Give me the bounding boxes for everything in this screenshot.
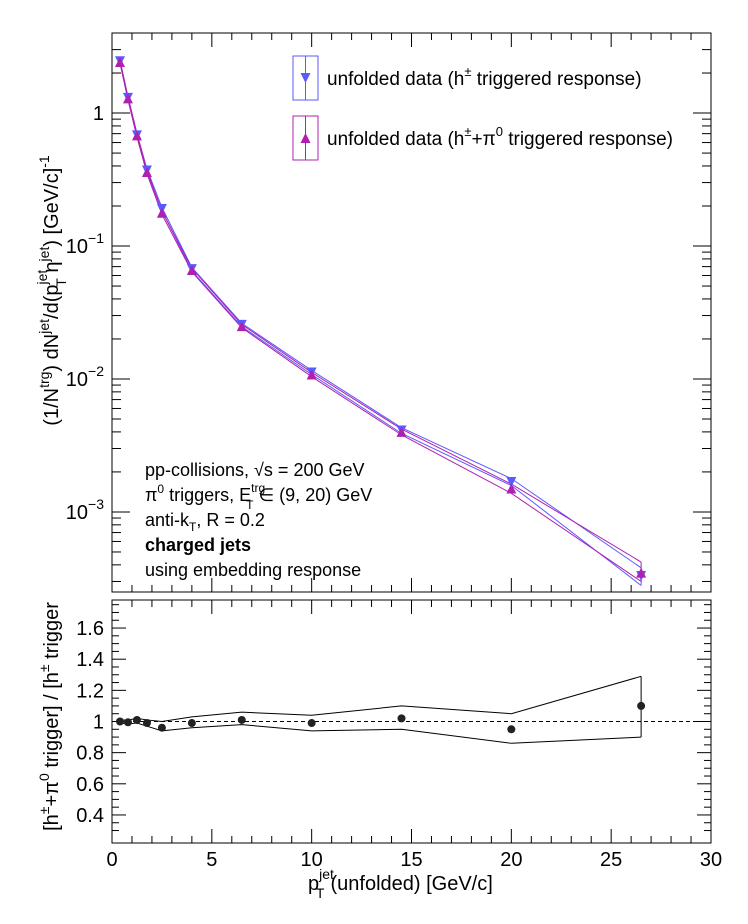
ratio-point bbox=[397, 714, 406, 723]
top-y-tick-label: 10−3 bbox=[66, 496, 104, 524]
top-y-tick-label: 10−2 bbox=[66, 363, 104, 391]
hpi0-triggered-marker bbox=[636, 567, 647, 578]
ratio-point bbox=[123, 718, 132, 727]
x-tick-label: 0 bbox=[106, 849, 117, 871]
ratio-point bbox=[115, 717, 124, 726]
hpi0-triggered-marker bbox=[141, 167, 152, 178]
legend-hpi0-triggered-marker bbox=[300, 133, 311, 143]
annotation-line: pp-collisions, √s = 200 GeV bbox=[145, 460, 365, 480]
x-tick-label: 20 bbox=[500, 849, 522, 871]
x-tick-label: 10 bbox=[301, 849, 323, 871]
ratio-point bbox=[157, 723, 166, 732]
hpi0-triggered-marker bbox=[306, 369, 317, 380]
hpi0-triggered-marker bbox=[122, 93, 133, 104]
hpi0-triggered-marker bbox=[114, 57, 125, 68]
bottom-y-tick-label: 0.4 bbox=[76, 805, 104, 827]
bottom-y-tick-label: 1.6 bbox=[76, 618, 104, 640]
x-tick-label: 15 bbox=[400, 849, 422, 871]
top-y-tick-label: 10−1 bbox=[66, 230, 104, 258]
annotation-line: π0 triggers, Etrg T ∈ (9, 20) GeV bbox=[145, 481, 372, 512]
h-triggered-marker bbox=[506, 476, 517, 487]
legend-h-triggered-marker bbox=[300, 73, 311, 83]
annotation-line: anti-kT, R = 0.2 bbox=[145, 510, 265, 534]
hpi0-triggered-marker bbox=[506, 483, 517, 494]
hpi0-triggered-marker bbox=[156, 207, 167, 218]
ratio-band-lower bbox=[119, 722, 642, 744]
x-tick-label: 30 bbox=[700, 849, 722, 871]
bottom-y-tick-label: 1.4 bbox=[76, 649, 104, 671]
bottom-panel: 0.4 0.6 0.8 1 1.2 1.4 1.6 0 5 10 15 20 25 30 [h±+π0 tr… bbox=[36, 599, 722, 901]
hpi0-triggered-marker bbox=[396, 426, 407, 437]
ratio-point bbox=[132, 715, 141, 724]
bottom-y-tick-label: 1.2 bbox=[76, 680, 104, 702]
ratio-point bbox=[142, 719, 151, 728]
hpi0-triggered-marker bbox=[131, 130, 142, 141]
bottom-y-tick-label: 0.8 bbox=[76, 743, 104, 765]
ratio-point bbox=[237, 715, 246, 724]
top-panel: 1 10−1 10−2 10−3 unfolded data (h± triggered… bbox=[34, 32, 712, 593]
bottom-y-tick-label: 0.6 bbox=[76, 774, 104, 796]
legend-hpi0-triggered-label: unfolded data (h±+π0 triggered response) bbox=[327, 124, 673, 150]
top-y-tick-label: 1 bbox=[93, 103, 104, 125]
hpi0-triggered-marker bbox=[236, 321, 247, 332]
annotation-line: charged jets bbox=[145, 535, 251, 555]
ratio-point bbox=[507, 725, 516, 734]
legend-h-triggered-label: unfolded data (h± triggered response) bbox=[327, 64, 642, 90]
hpi0-triggered-marker bbox=[186, 265, 197, 276]
x-tick-label: 25 bbox=[600, 849, 622, 871]
ratio-point bbox=[187, 719, 196, 728]
bottom-y-axis-label: [h±+π0 trigger] / [h± trigger bbox=[36, 602, 63, 831]
annotation-line: using embedding response bbox=[145, 560, 361, 580]
ratio-point bbox=[307, 719, 316, 728]
bottom-y-tick-label: 1 bbox=[93, 712, 104, 734]
top-y-axis-label: (1/Ntrg) dNjet/d(pjet T ηjet) [GeV/c]-1 bbox=[34, 155, 69, 426]
ratio-point bbox=[637, 701, 646, 710]
x-axis-label: pjet T (unfolded) [GeV/c] bbox=[308, 866, 493, 901]
x-tick-label: 5 bbox=[206, 849, 217, 871]
